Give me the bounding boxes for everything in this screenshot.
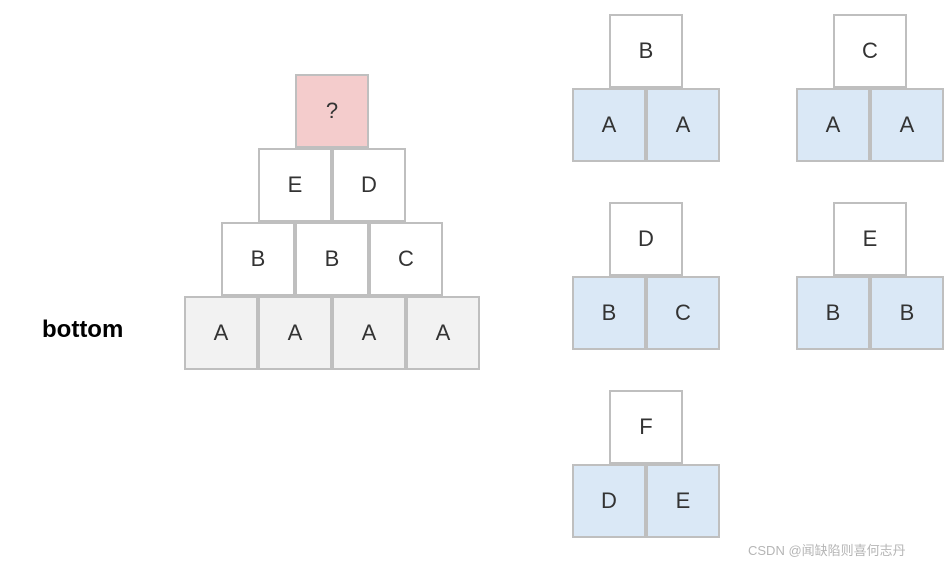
cell-pyr-r0-c3: A bbox=[406, 296, 480, 370]
cell-pyr-r2-c1: D bbox=[332, 148, 406, 222]
cell-rule3-b1: B bbox=[870, 276, 944, 350]
cell-rule1-b1: A bbox=[870, 88, 944, 162]
cell-rule3-b0: B bbox=[796, 276, 870, 350]
cell-rule0-b0: A bbox=[572, 88, 646, 162]
cell-rule0-b1: A bbox=[646, 88, 720, 162]
cell-pyr-r3-c0: ? bbox=[295, 74, 369, 148]
cell-rule0-top: B bbox=[609, 14, 683, 88]
cell-pyr-r0-c0: A bbox=[184, 296, 258, 370]
bottom-label: bottom bbox=[42, 316, 123, 344]
cell-rule3-top: E bbox=[833, 202, 907, 276]
cell-rule2-top: D bbox=[609, 202, 683, 276]
cell-pyr-r1-c2: C bbox=[369, 222, 443, 296]
cell-rule4-b0: D bbox=[572, 464, 646, 538]
cell-pyr-r0-c2: A bbox=[332, 296, 406, 370]
cell-pyr-r1-c0: B bbox=[221, 222, 295, 296]
cell-pyr-r2-c0: E bbox=[258, 148, 332, 222]
cell-rule1-b0: A bbox=[796, 88, 870, 162]
watermark-text: CSDN @闻缺陷则喜何志丹 bbox=[748, 540, 906, 559]
cell-rule4-top: F bbox=[609, 390, 683, 464]
cell-pyr-r0-c1: A bbox=[258, 296, 332, 370]
cell-rule2-b1: C bbox=[646, 276, 720, 350]
cell-rule1-top: C bbox=[833, 14, 907, 88]
cell-pyr-r1-c1: B bbox=[295, 222, 369, 296]
cell-rule4-b1: E bbox=[646, 464, 720, 538]
cell-rule2-b0: B bbox=[572, 276, 646, 350]
